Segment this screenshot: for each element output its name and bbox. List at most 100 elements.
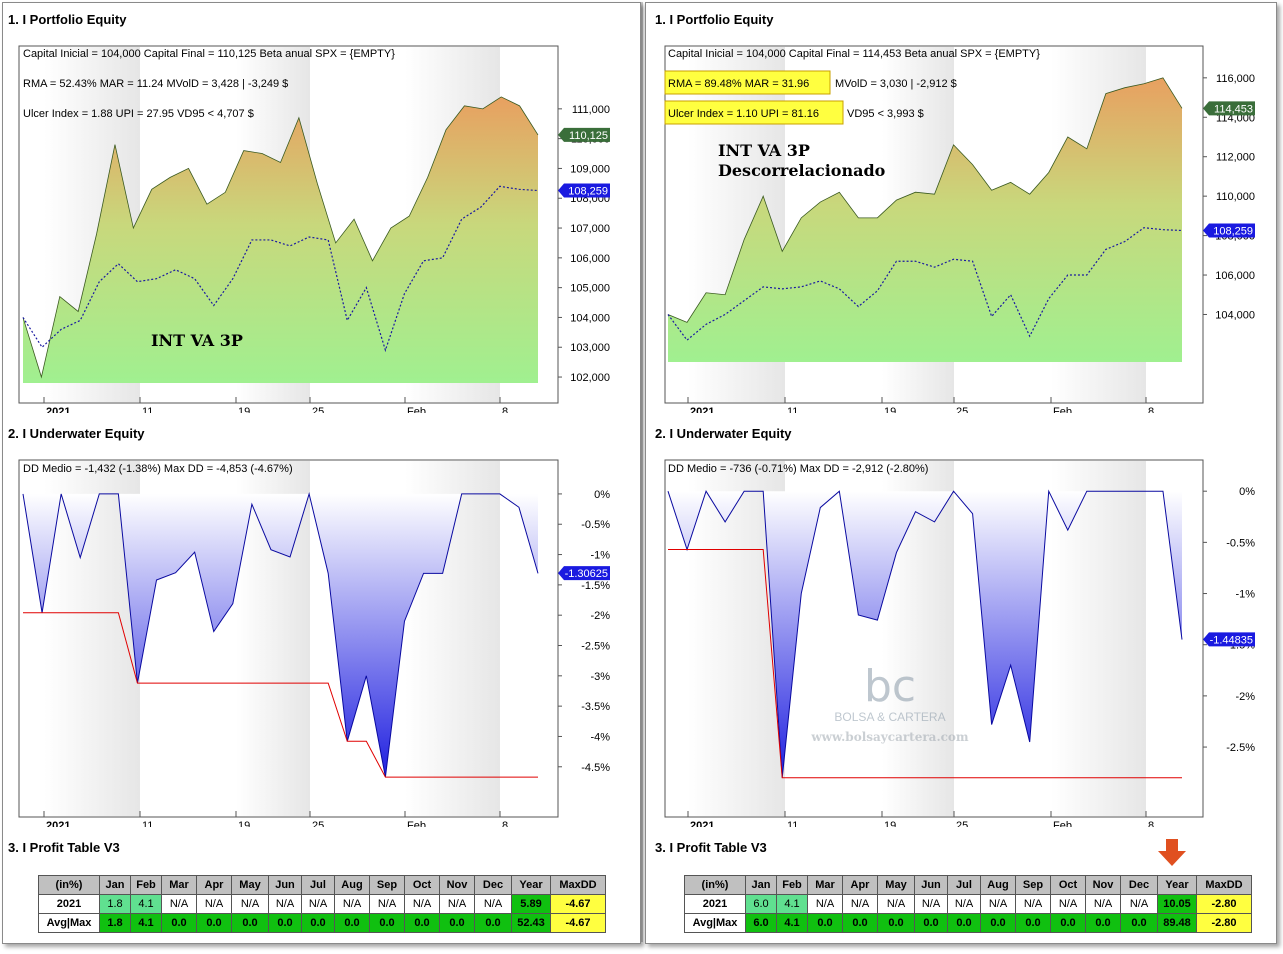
last-value-label: -1.44835 [1210,634,1253,646]
row-label: Avg|Max [38,913,100,933]
drawdown-info-text: DD Medio = -1,432 (-1.38%) Max DD = -4,8… [23,463,293,475]
x-tick-label: Feb [407,406,426,413]
capital-info-text: Capital Inicial = 104,000 Capital Final … [23,48,395,60]
y-tick-label: 106,000 [1215,270,1255,282]
table-cell: N/A [231,894,269,914]
last-value-label: 114,453 [1214,103,1253,115]
column-header: Oct [1050,875,1086,895]
right-underwater-chart: 0%-0.5%-1%-1.5%-2%-2.5%2021111925Feb8-1.… [664,459,1255,827]
last-value-tag [558,127,610,142]
table-cell: -2.80 [1196,894,1252,914]
table-cell: 0.0 [196,913,232,933]
table-cell: 0.0 [301,913,335,933]
column-header: MaxDD [1196,875,1252,895]
column-header: Apr [842,875,878,895]
column-header: Jul [301,875,335,895]
ulcer-highlight-box [664,100,844,125]
y-tick-label: -0.5% [581,519,610,531]
table-cell: N/A [161,894,197,914]
left-report-panel: 1. I Portfolio Equity 102,000 103,000 104,… [2,2,641,944]
column-header: Oct [404,875,440,895]
x-tick-label: 11 [787,406,798,413]
portfolio-equity-line [22,96,539,379]
table-row: Avg|Max 6.0 4.1 0.0 0.0 0.0 0.0 0.0 0.0 0.0 0.0 0.0… [684,913,1252,933]
drawdown-info-text: DD Medio = -736 (-0.71%) Max DD = -2,912… [668,463,928,475]
x-tick-label: 19 [884,820,896,827]
x-tick-label: 8 [1148,820,1154,827]
table-cell: 89.48 [1157,913,1197,933]
column-header: Jun [268,875,302,895]
column-header: Jan [745,875,777,895]
x-tick-label: 19 [238,406,250,413]
column-header: (in%) [38,875,100,895]
table-cell: 5.89 [511,894,551,914]
watermark-name: BOLSA & CARTERA [834,710,945,724]
column-header: Dec [474,875,512,895]
table-cell: 0.0 [1120,913,1158,933]
table-cell: N/A [369,894,405,914]
y-tick-label: 0% [594,489,610,501]
table-cell: -4.67 [550,894,606,914]
y-tick-label: 109,000 [570,163,610,175]
table-cell: 0.0 [1085,913,1121,933]
column-header: Sep [369,875,405,895]
table-cell: N/A [1050,894,1086,914]
watermark-url: www.bolsaycartera.com [810,730,969,744]
column-header: Aug [334,875,370,895]
x-tick-label: 19 [884,406,896,413]
x-tick-label: 2021 [46,406,70,413]
table-cell: 0.0 [404,913,440,933]
benchmark-line [22,185,539,353]
x-tick-label: 2021 [690,406,714,413]
right-profit-table: (in%) Jan Feb Mar Apr May Jun Jul Aug Sep Oct Nov De… [684,875,1252,933]
column-header: Nov [439,875,475,895]
table-cell: N/A [1085,894,1121,914]
table-cell: 4.1 [130,913,162,933]
y-tick-label: -0.5% [1226,537,1255,549]
right-underwater-title: 2. I Underwater Equity [655,426,792,441]
column-header: May [877,875,915,895]
y-tick-label: 102,000 [570,372,610,384]
y-tick-label: 104,000 [570,312,610,324]
table-cell: N/A [877,894,915,914]
x-tick-label: 2021 [690,820,714,827]
capital-info-text: Capital Inicial = 104,000 Capital Final … [668,48,1040,60]
y-tick-label: -3.5% [581,701,610,713]
last-value-label: -1.30625 [565,568,608,580]
table-cell: N/A [1120,894,1158,914]
table-cell: 0.0 [807,913,843,933]
drawdown-line [667,489,1183,778]
table-cell: 0.0 [474,913,512,933]
strategy-annotation: INT VA 3P [151,331,243,350]
x-tick-label: 8 [1148,406,1154,413]
table-cell: 4.1 [776,894,808,914]
x-tick-label: 8 [502,406,508,413]
x-tick-label: 11 [142,406,153,413]
x-tick-label: Feb [1053,406,1072,413]
table-cell: N/A [474,894,512,914]
table-cell: 0.0 [231,913,269,933]
table-cell: 0.0 [161,913,197,933]
last-value-tag [1203,223,1255,238]
table-cell: 6.0 [745,894,777,914]
right-table-title: 3. I Profit Table V3 [655,840,767,855]
table-cell: 0.0 [369,913,405,933]
x-tick-label: Feb [1053,820,1072,827]
left-equity-title: 1. I Portfolio Equity [8,12,127,27]
table-header-row: (in%) Jan Feb Mar Apr May Jun Jul Aug Sep Oct Nov De… [684,875,1252,895]
x-tick-label: 25 [956,820,968,827]
max-drawdown-line [23,612,538,778]
last-value-tag [558,566,610,581]
table-cell: 0.0 [877,913,915,933]
table-cell: 10.05 [1157,894,1197,914]
left-underwater-chart: 0% -0.5% -1% -1.5% -2% -2.5% -3% -3.5% -4% -4.5% 2… [18,459,610,827]
y-tick-label: -4% [590,731,610,743]
last-value-tag [1203,101,1255,116]
table-row: Avg|Max 1.8 4.1 0.0 0.0 0.0 0.0 0.0 0.0 0.0 0.0 0.0… [38,913,606,933]
drawdown-line [22,492,539,778]
right-equity-chart: 104,000106,000108,000110,000112,000114,0… [664,45,1255,413]
last-value-label: 108,259 [1213,225,1253,237]
down-arrow-icon [1158,839,1186,866]
row-label: 2021 [38,894,100,914]
